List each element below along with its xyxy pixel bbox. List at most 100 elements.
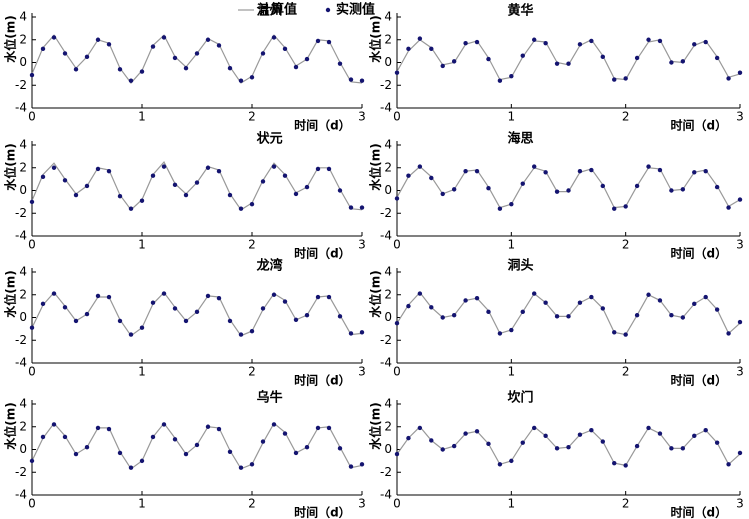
y-tick-label: -2 <box>15 206 27 220</box>
measured-point <box>139 325 145 330</box>
measured-point <box>451 187 457 192</box>
measured-point <box>463 40 468 46</box>
measured-point <box>577 168 583 174</box>
x-tick-label: 1 <box>138 497 146 511</box>
measured-point <box>612 206 617 211</box>
panel-title: 黄华 <box>507 3 533 19</box>
y-tick-label: 0 <box>19 442 27 456</box>
x-tick-label: 3 <box>358 110 366 124</box>
measured-point <box>249 75 255 80</box>
measured-point <box>726 331 731 336</box>
measured-point <box>51 291 57 296</box>
measured-point <box>40 301 46 307</box>
y-tick-label: 4 <box>384 265 392 279</box>
measured-point <box>51 165 57 170</box>
y-tick-label: 0 <box>384 442 392 456</box>
measured-point <box>84 311 90 317</box>
measured-point <box>429 438 434 443</box>
measured-point <box>359 462 365 467</box>
measured-point <box>417 291 423 296</box>
measured-point <box>394 70 400 75</box>
measured-point <box>692 42 697 47</box>
measured-point <box>737 450 743 456</box>
measured-point <box>509 327 514 333</box>
measured-point <box>293 191 299 197</box>
measured-point <box>194 309 200 315</box>
measured-point <box>106 42 112 47</box>
measured-point <box>520 53 525 58</box>
measured-point <box>51 35 57 40</box>
measured-point <box>337 188 343 193</box>
measured-point <box>429 305 434 310</box>
x-tick-label: 3 <box>736 365 744 379</box>
measured-point <box>406 46 411 52</box>
measured-point <box>282 46 288 52</box>
y-tick-label: 0 <box>19 183 27 197</box>
measured-point <box>183 65 189 71</box>
measured-point <box>304 313 310 318</box>
measured-point <box>532 291 537 296</box>
measured-point <box>623 204 628 209</box>
y-axis-label: 水位(m) <box>3 270 18 317</box>
measured-point <box>532 425 537 431</box>
measured-point <box>293 317 299 322</box>
measured-point <box>238 78 244 83</box>
measured-point <box>348 331 354 336</box>
measured-point <box>359 205 365 210</box>
measured-point <box>669 446 674 451</box>
measured-point <box>634 443 640 449</box>
measured-point <box>293 450 299 456</box>
measured-point <box>84 183 90 189</box>
measured-point <box>271 422 277 427</box>
measured-point <box>657 167 663 173</box>
x-axis-label: 时间（d） <box>671 118 728 133</box>
measured-point <box>238 332 244 337</box>
measured-point <box>497 206 503 211</box>
measured-point <box>669 60 674 65</box>
computed-line <box>31 34 363 84</box>
measured-point <box>737 197 743 202</box>
measured-point <box>326 294 332 300</box>
computed-line <box>396 291 741 336</box>
x-tick-label: 1 <box>138 238 146 252</box>
measured-point <box>260 179 266 184</box>
measured-point <box>497 462 503 467</box>
measured-point <box>429 175 434 181</box>
y-axis-label: 水位(m) <box>368 270 383 317</box>
measured-point <box>337 61 343 66</box>
measured-point <box>726 205 731 210</box>
measured-point <box>172 182 178 188</box>
measured-point <box>703 294 708 300</box>
y-tick-label: 0 <box>384 310 392 324</box>
measured-point <box>205 165 211 170</box>
x-tick-label: 3 <box>736 238 744 252</box>
measured-point <box>394 196 400 201</box>
measured-point <box>474 429 480 434</box>
measured-point <box>216 43 222 48</box>
measured-point <box>128 78 134 83</box>
measured-point <box>260 51 266 56</box>
measured-point <box>451 443 457 449</box>
measured-point <box>566 61 571 66</box>
measured-point <box>532 37 537 42</box>
measured-point <box>669 313 674 318</box>
measured-point <box>337 314 343 319</box>
measured-point <box>282 173 288 178</box>
measured-point <box>474 39 480 45</box>
measured-point <box>532 164 537 169</box>
measured-point <box>95 293 101 299</box>
measured-point <box>282 431 288 436</box>
measured-point <box>634 55 640 61</box>
legend-label: 计算值 <box>258 2 297 18</box>
measured-point <box>150 300 156 305</box>
measured-point <box>520 440 525 445</box>
y-tick-label: -4 <box>380 488 392 502</box>
measured-point <box>227 449 233 454</box>
y-tick-label: -4 <box>15 356 27 370</box>
measured-point <box>359 330 365 335</box>
x-tick-label: 0 <box>393 110 401 124</box>
measured-point <box>714 440 720 445</box>
measured-point <box>29 199 35 205</box>
measured-point <box>29 72 35 78</box>
